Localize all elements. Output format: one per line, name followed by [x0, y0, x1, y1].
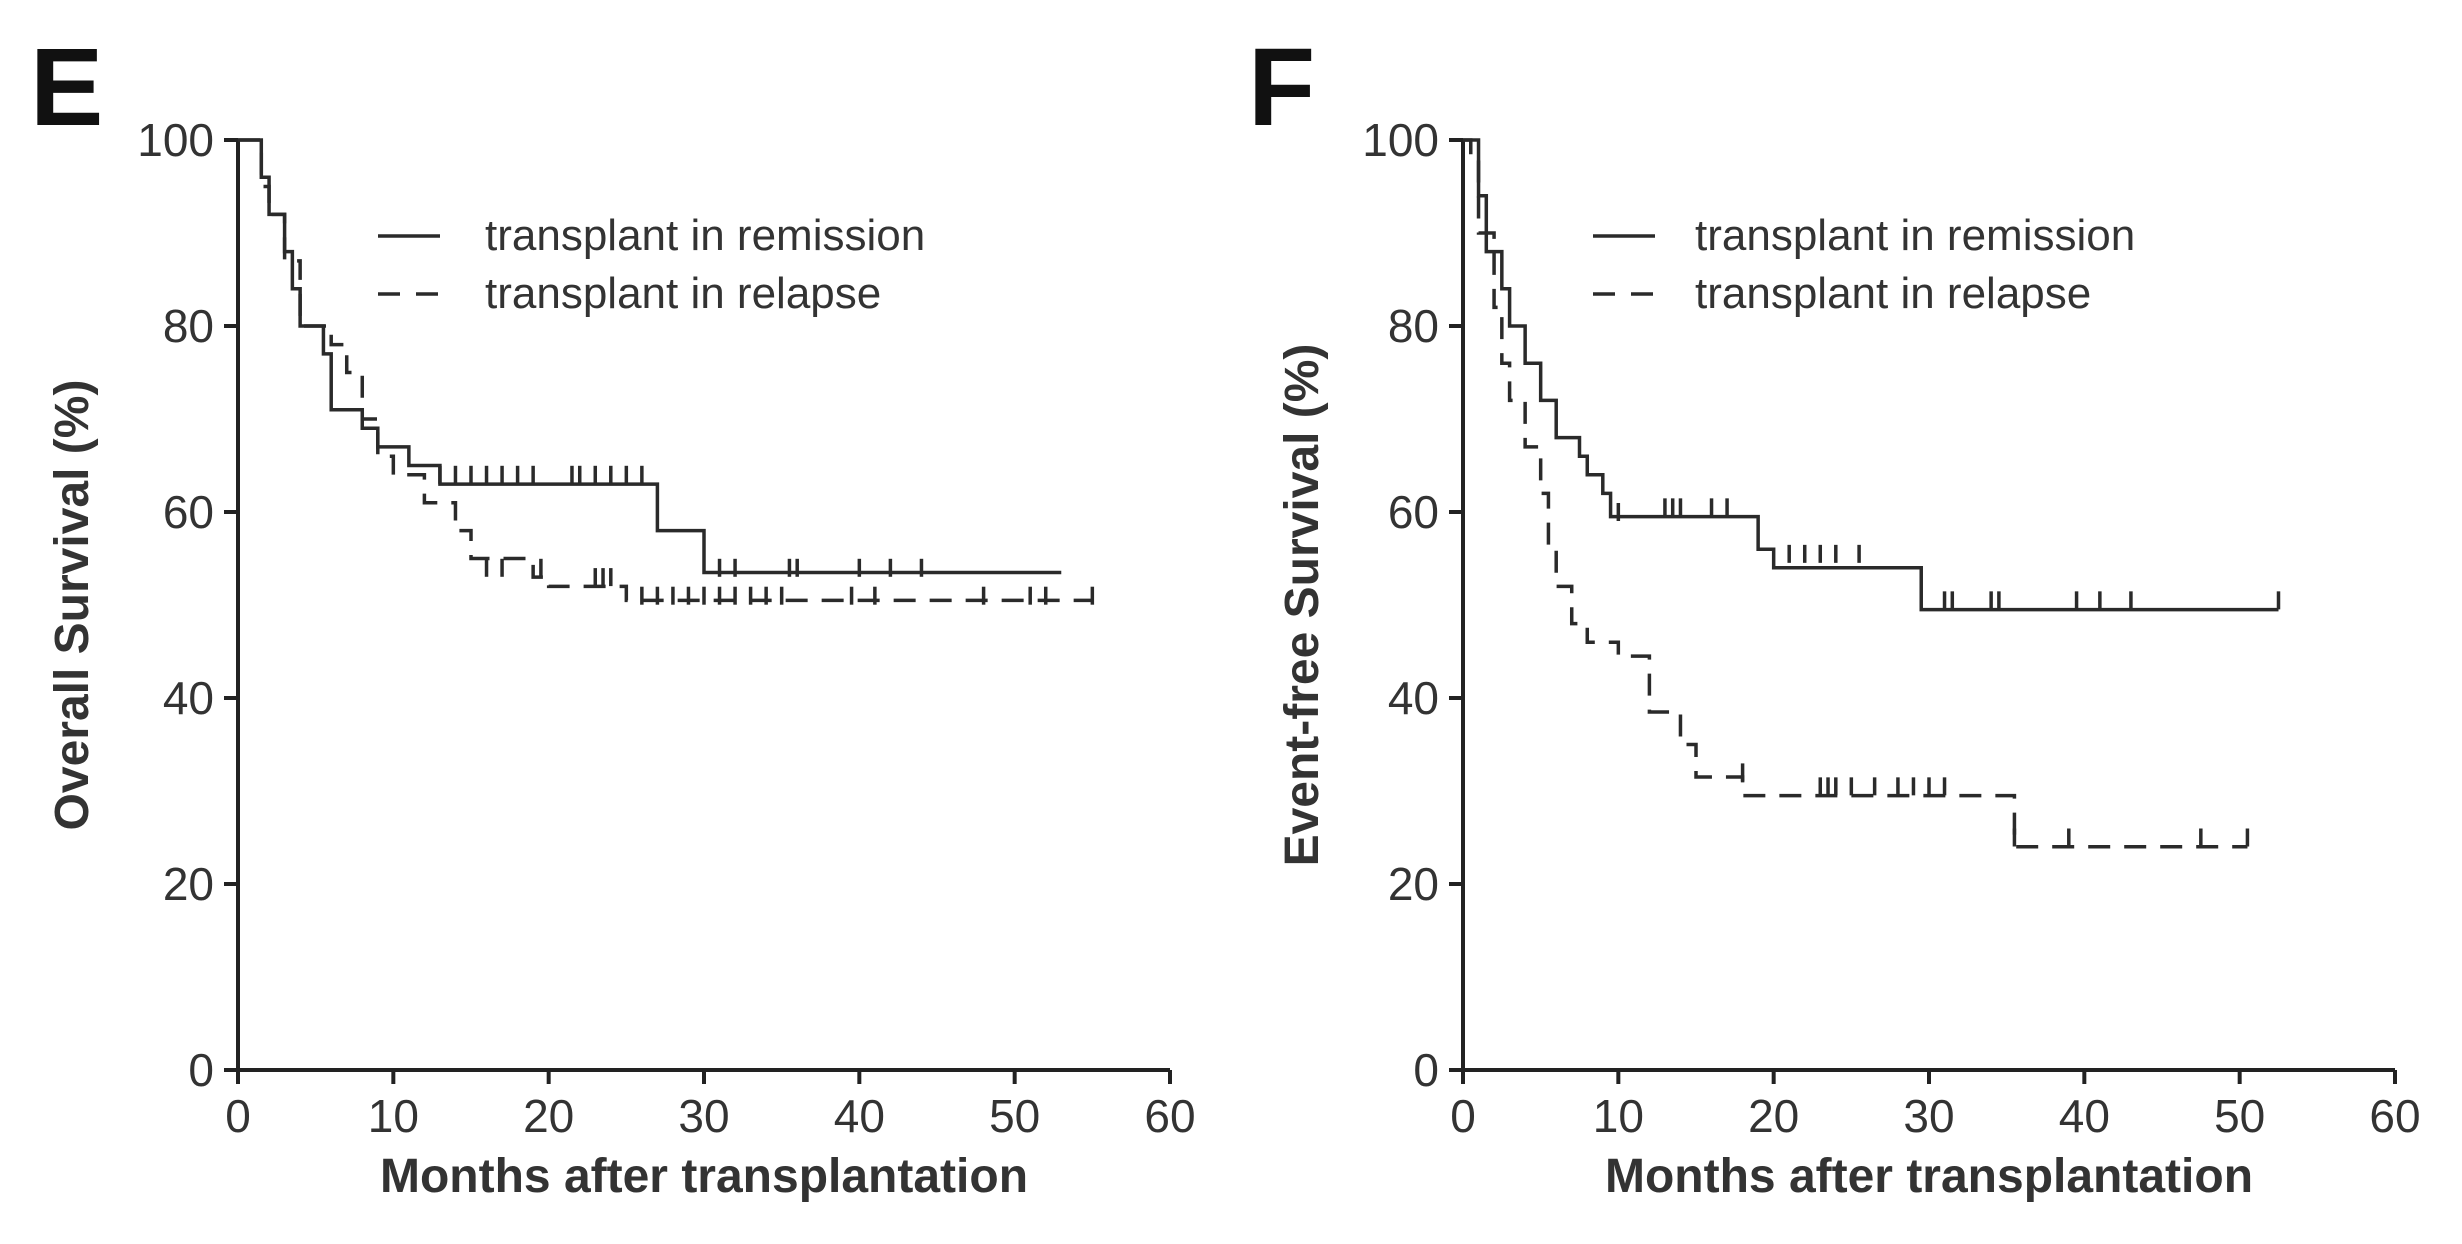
- y-tick-label: 0: [1413, 1044, 1439, 1096]
- chart-panel-e: E 0 10 20 30 40 50 60 0 20 40 60 80 100 Months after t…: [30, 26, 1196, 1203]
- y-tick-label: 80: [1388, 300, 1439, 352]
- y-tick-label: 40: [1388, 672, 1439, 724]
- panel-letter: E: [30, 26, 103, 149]
- y-axis-title: Overall Survival (%): [46, 380, 99, 831]
- series-line-relapse: [238, 138, 1093, 603]
- x-axis-title: Months after transplantation: [1605, 1150, 2253, 1203]
- chart-panel-f: F 0 10 20 30 40 50 60 0 20 40 60 80 100 Months after t…: [1248, 26, 2421, 1203]
- x-tick-label: 60: [2369, 1090, 2420, 1142]
- x-tick-label: 60: [1144, 1090, 1195, 1142]
- legend-label-relapse: transplant in relapse: [485, 269, 881, 318]
- x-tick-label: 20: [1748, 1090, 1799, 1142]
- legend-label-relapse: transplant in relapse: [1695, 269, 2091, 318]
- x-tick-label: 50: [2214, 1090, 2265, 1142]
- x-tick-label: 40: [834, 1090, 885, 1142]
- legend-label-remission: transplant in remission: [485, 211, 925, 260]
- x-tick-label: 50: [989, 1090, 1040, 1142]
- x-tick-label: 40: [2059, 1090, 2110, 1142]
- panel-letter: F: [1248, 26, 1315, 149]
- y-tick-label: 60: [1388, 486, 1439, 538]
- y-axis-title: Event-free Survival (%): [1276, 344, 1329, 867]
- y-tick-label: 100: [1362, 114, 1439, 166]
- series-line-remission: [238, 138, 1062, 575]
- x-tick-label: 20: [523, 1090, 574, 1142]
- x-tick-label: 10: [1593, 1090, 1644, 1142]
- legend-label-remission: transplant in remission: [1695, 211, 2135, 260]
- x-tick-label: 30: [1903, 1090, 1954, 1142]
- series-line-relapse: [1463, 138, 2248, 849]
- y-tick-label: 0: [188, 1044, 214, 1096]
- y-tick-label: 80: [163, 300, 214, 352]
- y-tick-label: 60: [163, 486, 214, 538]
- y-tick-label: 20: [1388, 858, 1439, 910]
- y-tick-label: 100: [137, 114, 214, 166]
- x-tick-label: 0: [1450, 1090, 1476, 1142]
- x-tick-label: 10: [368, 1090, 419, 1142]
- y-tick-label: 40: [163, 672, 214, 724]
- y-tick-label: 20: [163, 858, 214, 910]
- x-tick-label: 0: [225, 1090, 251, 1142]
- x-tick-label: 30: [678, 1090, 729, 1142]
- series-line-remission: [1463, 138, 2279, 612]
- x-axis-title: Months after transplantation: [380, 1150, 1028, 1203]
